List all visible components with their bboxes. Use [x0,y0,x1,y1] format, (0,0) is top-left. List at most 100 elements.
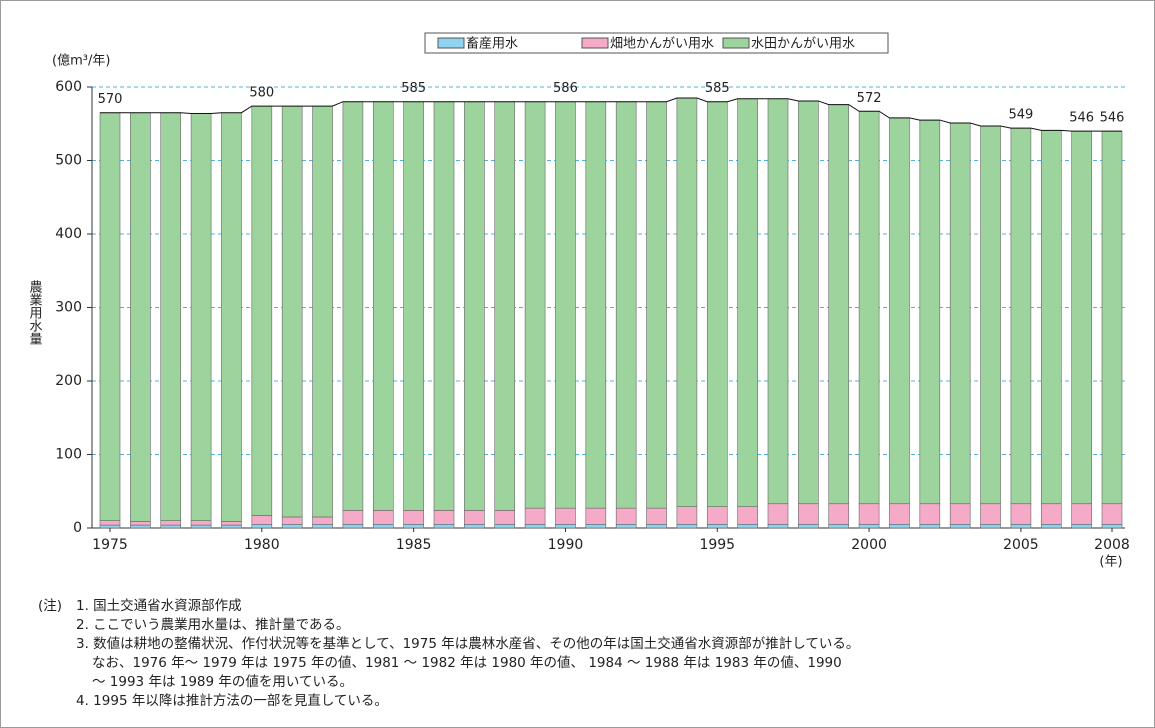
bar-segment [342,510,364,525]
bar-segment [949,524,971,529]
bar-segment [555,524,576,529]
y-tick-label: 400 [55,226,82,242]
bar-segment [980,125,1001,505]
y-tick-label: 300 [55,300,82,316]
total-line [100,97,1122,132]
bar-segment [706,524,728,529]
y-unit: (億m³/年) [52,53,110,69]
x-tick-label: 2000 [851,537,887,553]
bar-segment [281,105,303,518]
bar-segment [919,524,941,529]
total-label: 570 [98,92,123,107]
y-tick-label: 600 [55,79,82,95]
x-tick-label: 1975 [92,537,128,553]
notes-label: (注) [38,598,62,614]
bar-segment [130,521,151,526]
bar-segment [251,524,273,529]
total-label: 580 [249,86,274,101]
bar-segment [342,101,364,511]
legend-label: 畑地かんがい用水 [610,37,714,52]
bar-segment [160,524,182,529]
x-tick-label: 1995 [699,537,735,553]
total-label: 549 [1008,108,1033,123]
y-tick-label: 100 [55,447,82,463]
bar-segment [1101,503,1123,525]
bar-segment [767,524,789,529]
x-tick-label: 2005 [1003,537,1039,553]
bar-segment [889,117,910,505]
bar-segment [585,507,607,525]
bar-segment [281,524,303,529]
bar-segment [494,524,516,529]
bar-segment [919,119,941,505]
note-line: 2. ここでいう農業用水量は、推計量である。 [76,617,350,633]
bar-segment [767,503,789,525]
y-tick-label: 200 [55,373,82,389]
legend-swatch [581,37,609,49]
bar-segment [99,112,121,521]
bar-segment [949,503,971,525]
note-line: ～ 1993 年は 1989 年の値を用いている。 [92,674,353,690]
bar-segment [1010,524,1032,529]
bar-segment [251,515,273,525]
bar-segment [130,524,151,529]
total-label: 546 [1069,111,1094,126]
legend-swatch [437,37,465,49]
note-line: 4. 1995 年以降は推計方法の一部を見直している。 [76,693,388,709]
y-tick-label: 0 [73,520,82,536]
bar-segment [524,507,546,525]
bar-segment [889,524,910,529]
bar-segment [251,105,273,516]
total-label: 546 [1100,111,1125,126]
bar-segment [889,503,910,525]
bar-segment [372,101,394,511]
x-tick-label: 1990 [548,537,584,553]
bar-segment [737,98,758,507]
bar-segment [99,524,121,529]
bar-segment [858,524,880,529]
bar-segment [676,524,698,529]
bar-segment [1040,524,1062,529]
bar-segment [798,100,819,505]
bar-segment [99,520,121,526]
bar-segment [160,112,182,521]
bar-segment [980,524,1001,529]
bar-segment [494,101,516,511]
bar-segment [221,112,242,522]
y-axis-label: 農業用水量 [27,280,43,345]
bar-segment [130,112,151,522]
total-label: 586 [553,81,578,96]
note-line: 1. 国土交通省水資源部作成 [76,597,242,614]
bar-segment [737,506,758,525]
bar-segment [372,524,394,529]
x-tick-label: 2008 [1094,537,1130,553]
bar-segment [312,516,333,525]
bar-segment [190,524,212,529]
bar-segment [1101,130,1123,505]
legend-label: 水田かんがい用水 [751,37,855,52]
bar-segment [737,524,758,529]
bar-segment [524,101,546,509]
bar-segment [828,503,850,525]
bar-segment [190,520,212,526]
bar-segment [312,105,333,518]
bar-segment [403,101,424,511]
legend-label: 畜産用水 [466,36,518,52]
bar-segment [555,507,576,525]
legend-box [424,32,889,54]
bar-segment [433,524,455,529]
bar-segment [221,521,242,526]
bar-segment [1071,130,1092,505]
bar-segment [372,510,394,525]
bar-segment [706,101,728,507]
bar-segment [646,507,667,525]
x-tick-label: 1980 [244,537,280,553]
bar-segment [342,524,364,529]
bar-segment [828,104,850,505]
bar-segment [858,503,880,525]
bar-segment [524,524,546,529]
bar-segment [464,510,485,525]
bar-segment [798,524,819,529]
bar-segment [1010,503,1032,525]
